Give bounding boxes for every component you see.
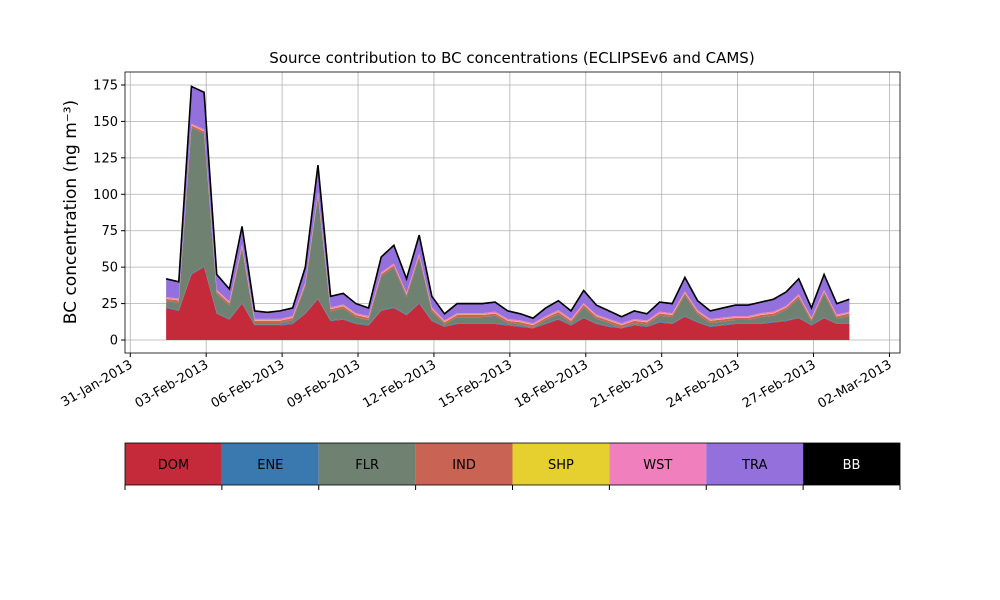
legend-swatch xyxy=(706,443,804,485)
area xyxy=(166,267,850,341)
legend-swatch xyxy=(803,443,900,485)
legend-label: SHP xyxy=(548,458,574,473)
legend-label: TRA xyxy=(741,458,767,473)
y-tick-label: 0 xyxy=(110,334,118,349)
y-tick-label: 175 xyxy=(93,78,118,93)
y-tick-label: 150 xyxy=(93,115,118,130)
legend-swatch xyxy=(221,443,319,485)
axes-frame xyxy=(124,71,901,354)
legend-swatch xyxy=(609,443,707,485)
legend-swatch xyxy=(512,443,610,485)
legend-label: ENE xyxy=(257,458,283,473)
legend-label: BB xyxy=(843,458,861,473)
legend-swatch xyxy=(318,443,416,485)
area xyxy=(166,127,850,328)
y-tick-label: 50 xyxy=(101,261,118,276)
total-outline xyxy=(165,85,850,320)
legend-frame xyxy=(124,442,901,486)
legend-swatch xyxy=(415,443,513,485)
chart-title: Source contribution to BC concentrations… xyxy=(269,49,754,67)
legend-label: DOM xyxy=(158,458,189,473)
y-tick-label: 75 xyxy=(101,224,118,239)
legend-label: WST xyxy=(643,458,672,473)
y-tick-label: 100 xyxy=(93,188,118,203)
legend-label: IND xyxy=(452,458,476,473)
plot-area xyxy=(125,72,900,353)
legend-swatch xyxy=(125,443,222,485)
legend-label: FLR xyxy=(355,458,379,473)
area xyxy=(166,87,850,324)
y-axis-label: BC concentration (ng m⁻³) xyxy=(61,100,81,324)
y-tick-label: 25 xyxy=(101,297,118,312)
y-tick-label: 125 xyxy=(93,151,118,166)
